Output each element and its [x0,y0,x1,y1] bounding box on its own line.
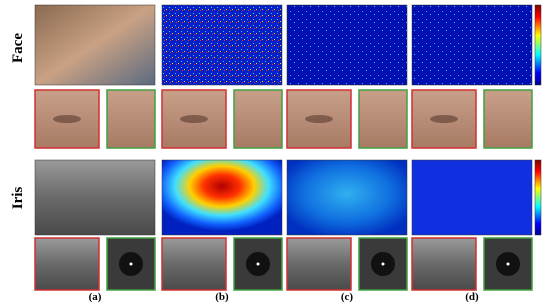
crop-green [234,90,282,148]
result-image [162,160,282,235]
crop-red [162,238,226,290]
crop-green [484,90,532,148]
crop-green [359,90,407,148]
crop-red [412,238,476,290]
crop-red [287,238,351,290]
eye [53,115,81,123]
result-image [287,160,407,235]
eye [305,115,333,123]
crop-green [107,90,155,148]
eye [430,115,458,123]
glint [257,263,260,266]
colorbar [535,5,541,85]
result-image [162,5,282,85]
crop-red [35,238,99,290]
glint [130,263,133,266]
row-label: Face [10,33,26,63]
col-label: (c) [341,291,354,303]
colorbar [535,160,541,235]
col-label: (d) [465,291,479,303]
figure: Face Iris (a) (b) (c) (d) [0,0,547,308]
result-image [287,5,407,85]
result-image [412,160,532,235]
result-image [412,5,532,85]
col-label: (a) [89,291,102,303]
glint [382,263,385,266]
col-label: (b) [215,291,229,303]
result-image [35,160,155,235]
row-label: Iris [10,187,26,210]
result-image [35,5,155,85]
eye [180,115,208,123]
glint [507,263,510,266]
